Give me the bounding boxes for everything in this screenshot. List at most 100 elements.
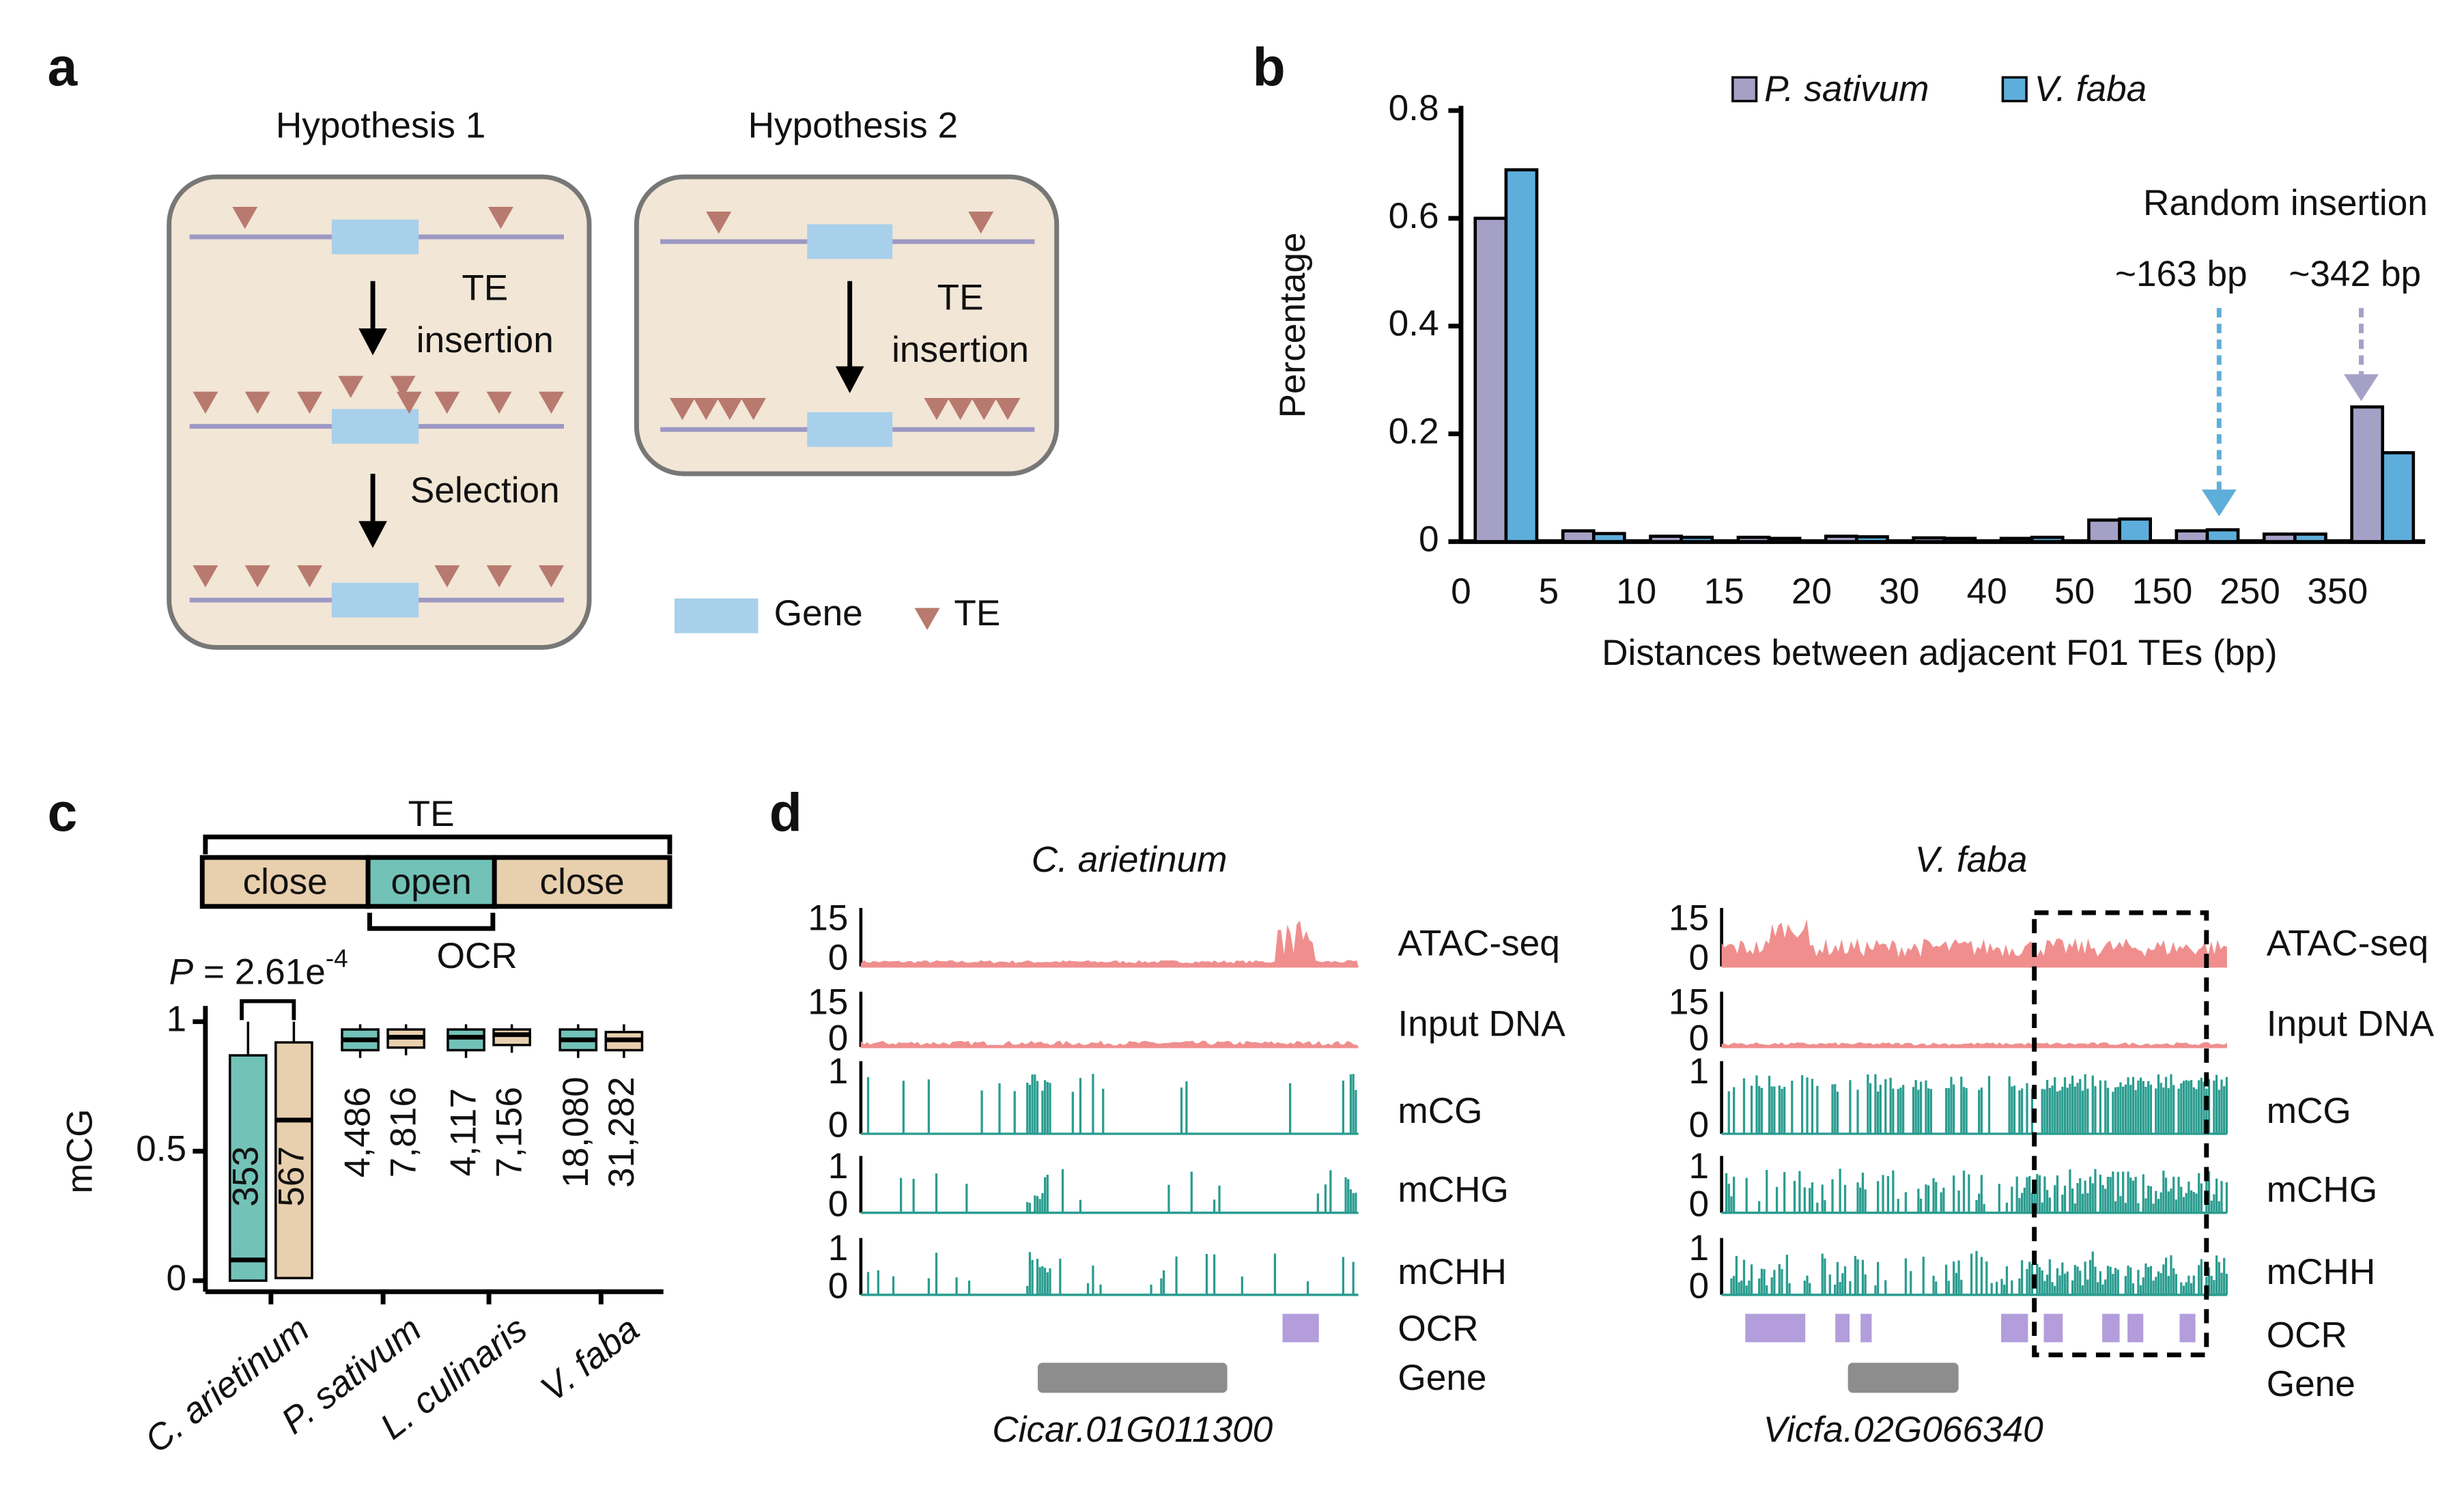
region <box>492 855 672 909</box>
track-tick-label: 0 <box>828 1018 849 1059</box>
legend-label: Gene <box>774 593 863 633</box>
y-tick-label: 0 <box>1419 519 1439 560</box>
te <box>193 565 218 588</box>
track-tick-label: 0 <box>1689 1266 1710 1307</box>
count-label: 4,486 <box>338 1087 378 1178</box>
bar <box>1504 168 1539 543</box>
track-tick-label: 0 <box>1689 1105 1710 1145</box>
te <box>968 211 994 234</box>
te <box>244 565 270 588</box>
te <box>338 375 364 398</box>
y-axis-label: mCG <box>59 1109 100 1193</box>
y-tick-label: 0 <box>167 1258 187 1298</box>
te <box>914 608 940 631</box>
count-label: 4,117 <box>444 1088 484 1176</box>
track-tick-label: 0 <box>828 1266 849 1307</box>
step-label: TE <box>937 278 984 318</box>
signal-track <box>860 1040 1359 1047</box>
x-tick-label: 20 <box>1792 571 1832 612</box>
te <box>995 397 1021 420</box>
signal-track <box>866 1074 1357 1134</box>
panel-label: c <box>48 782 78 842</box>
track-label: OCR <box>2267 1315 2347 1355</box>
track-label: Gene <box>1398 1358 1486 1398</box>
track-tick-label: 15 <box>1669 898 1709 939</box>
y-tick-label: 0.8 <box>1389 88 1439 128</box>
legend-swatch <box>1731 76 1758 102</box>
count-label: 31,282 <box>601 1077 642 1188</box>
te <box>948 397 974 420</box>
signal-track <box>1721 1042 2227 1047</box>
bar <box>1855 535 1889 543</box>
bar <box>2118 517 2152 543</box>
step-label: Selection <box>410 470 560 511</box>
x-tick-label: 0 <box>1451 571 1471 612</box>
gene-name: Vicfa.02G066340 <box>1764 1410 2043 1450</box>
y-tick-label: 0.6 <box>1389 196 1439 236</box>
bar <box>1999 537 2034 543</box>
track-tick-label: 0 <box>828 1184 849 1224</box>
te <box>706 211 732 234</box>
annotation-arrowhead <box>2344 374 2379 401</box>
step-label: TE <box>462 268 508 309</box>
track-tick-label: 1 <box>1689 1051 1710 1092</box>
bar <box>2205 528 2240 543</box>
count-label: 7,816 <box>384 1087 424 1178</box>
ocr-region <box>2102 1313 2120 1343</box>
bar <box>1649 534 1683 543</box>
te <box>741 397 767 420</box>
signal-track <box>1721 919 2227 967</box>
te <box>487 207 513 229</box>
panel-label: b <box>1253 37 1286 97</box>
x-tick-label: 50 <box>2054 571 2095 612</box>
panel-label: a <box>48 37 79 97</box>
region <box>365 855 497 909</box>
track-tick-label: 1 <box>828 1228 849 1268</box>
signal-track <box>1725 1169 2228 1213</box>
bar <box>2175 529 2209 543</box>
track-label: mCHH <box>2267 1252 2376 1292</box>
signal-track <box>860 920 1359 967</box>
te-triangles <box>193 207 1021 631</box>
bar <box>1591 532 1626 543</box>
count-label: 18,080 <box>556 1077 596 1188</box>
bar <box>1473 216 1508 543</box>
x-tick-label: V. faba <box>533 1309 647 1410</box>
schematic-label: OCR <box>437 936 518 976</box>
x-tick-label: 30 <box>1879 571 1919 612</box>
gene-model <box>1847 1363 1959 1393</box>
box <box>492 1028 531 1046</box>
count-label: 353 <box>225 1146 266 1207</box>
ocr-bracket <box>367 913 496 931</box>
track-label: mCHG <box>1398 1170 1509 1210</box>
track-label: ATAC-seq <box>2267 924 2428 964</box>
count-label: 7,156 <box>490 1087 530 1178</box>
signal-track <box>1727 1074 2228 1134</box>
annotation: Random insertion <box>2143 183 2428 223</box>
step-label: insertion <box>892 330 1029 370</box>
track-tick-label: 15 <box>808 898 848 939</box>
bar <box>2381 451 2416 543</box>
panel-b: b 0 0.2 0.4 0.6 0.8 0 5 10 15 20 30 40 50 150 250 350 Di… <box>1253 37 2428 673</box>
bar <box>1680 535 1714 543</box>
track-tick-label: 1 <box>1689 1146 1710 1186</box>
annotation: ~342 bp <box>2289 254 2421 294</box>
te <box>971 397 997 420</box>
p-text: = 2.61e <box>193 952 326 992</box>
bar <box>1942 537 1977 543</box>
track-title: C. arietinum <box>1032 840 1228 880</box>
y-tick-label: 1 <box>167 999 187 1040</box>
bar <box>1767 537 1802 543</box>
ocr-region <box>2127 1313 2144 1343</box>
arrowheads <box>358 328 864 548</box>
x-axis-label: Distances between adjacent F01 TEs (bp) <box>1602 633 2277 673</box>
region-label: close <box>243 861 328 902</box>
te <box>193 391 218 414</box>
highlight-box <box>2032 910 2209 1358</box>
x-tick-label: 150 <box>2132 571 2193 612</box>
ocr-region <box>1835 1313 1850 1343</box>
x-tick-label: 10 <box>1616 571 1656 612</box>
ocr-region <box>2043 1313 2063 1343</box>
panel-label: d <box>769 782 802 842</box>
